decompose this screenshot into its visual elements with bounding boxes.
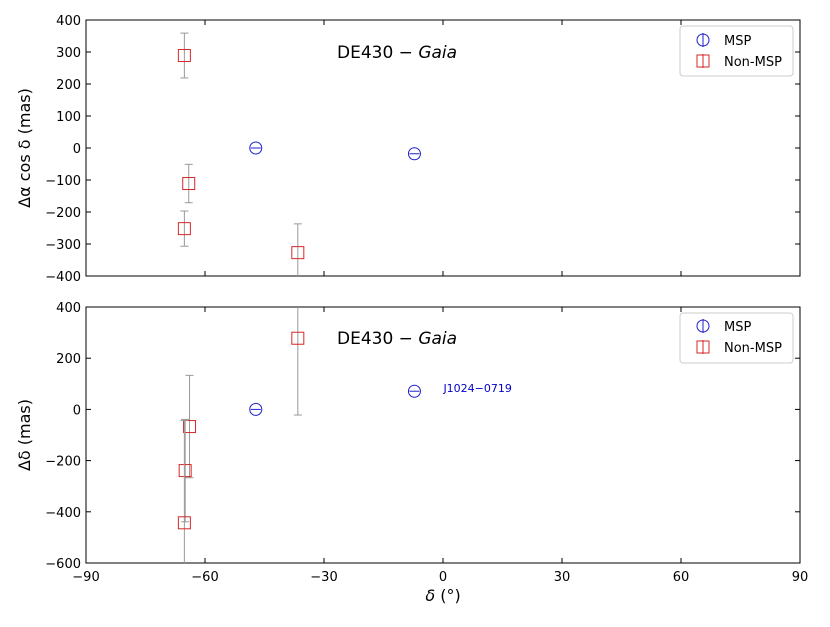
top-legend: MSP Non-MSP	[679, 25, 794, 77]
y-tick-label: −200	[45, 206, 81, 221]
msp-point	[249, 402, 263, 416]
top-legend-frame	[679, 25, 794, 77]
y-tick-label: −200	[45, 455, 81, 470]
y-tick-label: 0	[73, 142, 81, 157]
top-legend-msp-label: MSP	[724, 34, 751, 49]
x-tick-label: 30	[554, 570, 571, 585]
top-y-ticks: 400 300 200 100 0 −100 −200 −300 −400	[45, 14, 800, 285]
y-tick-label: 100	[56, 110, 81, 125]
top-y-axis-label: Δα cos δ (mas)	[15, 88, 34, 208]
top-legend-msp-marker	[696, 33, 710, 47]
y-tick-label: 200	[56, 78, 81, 93]
bottom-legend-frame	[679, 312, 794, 364]
y-tick-label: −400	[45, 506, 81, 521]
x-tick-label: −90	[72, 570, 99, 585]
non-msp-point	[177, 222, 191, 236]
top-annotation: DE430 − Gaia	[337, 43, 457, 63]
y-tick-label: 0	[73, 403, 81, 418]
y-tick-label: 200	[56, 352, 81, 367]
bottom-legend-nonmsp-label: Non-MSP	[724, 341, 782, 356]
x-tick-label: 0	[439, 570, 447, 585]
top-data-marks	[177, 32, 421, 276]
non-msp-point	[291, 246, 305, 260]
y-tick-label: 400	[56, 301, 81, 316]
bottom-legend-nonmsp-marker	[696, 340, 710, 354]
non-msp-point	[177, 516, 191, 530]
y-tick-label: −600	[45, 557, 81, 572]
non-msp-point	[291, 331, 305, 345]
top-x-ticks	[85, 20, 801, 276]
y-tick-label: −300	[45, 238, 81, 253]
bottom-legend: MSP Non-MSP	[679, 312, 794, 364]
non-msp-point	[177, 49, 191, 63]
non-msp-point	[182, 177, 196, 191]
non-msp-point	[178, 464, 192, 478]
bottom-y-axis-label: Δδ (mas)	[15, 399, 34, 471]
x-tick-label: 90	[792, 570, 809, 585]
x-tick-label: 60	[673, 570, 690, 585]
msp-point	[249, 141, 263, 155]
bottom-legend-msp-label: MSP	[724, 320, 751, 335]
y-tick-label: −100	[45, 174, 81, 189]
y-tick-label: 400	[56, 14, 81, 29]
bottom-y-ticks: 400 200 0 −200 −400 −600	[45, 301, 800, 572]
bottom-annotation: DE430 − Gaia	[337, 329, 457, 349]
bottom-data-marks	[177, 307, 421, 563]
top-legend-nonmsp-marker	[696, 54, 710, 68]
bottom-x-ticks: −90 −60 −30 0 30 60 90	[72, 307, 808, 585]
msp-point	[407, 384, 421, 398]
panel-bottom: 400 200 0 −200 −400 −600 −90 −60 −30 0 30 60 90 DE4…	[15, 301, 808, 585]
x-tick-label: −30	[310, 570, 337, 585]
y-tick-label: −400	[45, 270, 81, 285]
x-axis-label: δ (°)	[425, 586, 460, 605]
y-tick-label: 300	[56, 46, 81, 61]
panel-top: 400 300 200 100 0 −100 −200 −300 −400 DE430 − Ga…	[15, 14, 801, 285]
non-msp-point	[183, 420, 197, 434]
top-legend-nonmsp-label: Non-MSP	[724, 55, 782, 70]
msp-point	[407, 147, 421, 161]
bottom-legend-msp-marker	[696, 319, 710, 333]
x-tick-label: −60	[191, 570, 218, 585]
point-label-j1024: J1024−0719	[442, 382, 511, 395]
